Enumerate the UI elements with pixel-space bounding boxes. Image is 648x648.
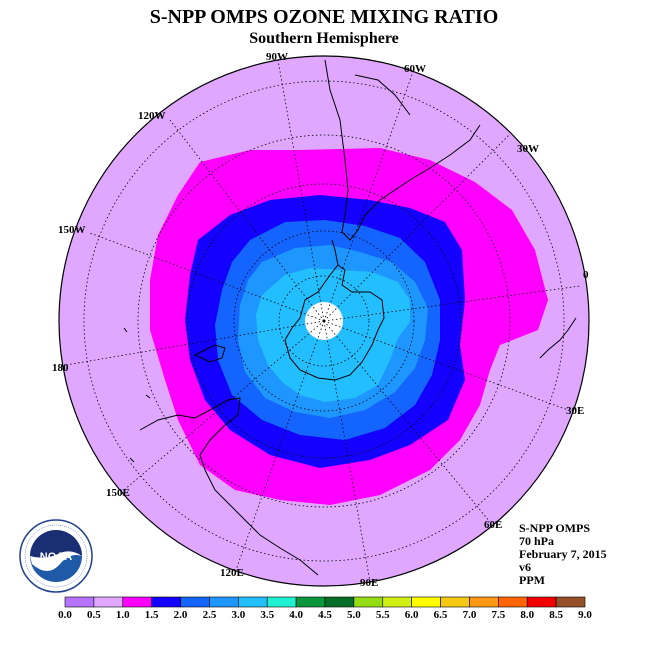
lon-label-90e: 90E — [360, 577, 378, 589]
lon-label-120w: 120W — [138, 110, 166, 122]
lon-label-150e: 150E — [106, 487, 130, 499]
africa-coast — [539, 317, 577, 359]
colorbar-tick-label: 5.5 — [375, 609, 390, 621]
colorbar-swatch — [555, 596, 586, 608]
colorbar-tick-label: 8.0 — [520, 609, 535, 621]
lon-label-180: 180 — [52, 362, 69, 374]
noaa-logo: NOAA — [19, 519, 93, 593]
antarctic-peninsula — [331, 239, 339, 266]
colorbar-swatch — [469, 596, 499, 608]
south-america-coast — [324, 59, 481, 241]
new-zealand-coast — [193, 344, 226, 363]
colorbar-swatch — [151, 596, 181, 608]
colorbar-tick-label: 7.5 — [491, 609, 506, 621]
colorbar-swatch — [122, 596, 152, 608]
colorbar-swatch — [382, 596, 412, 608]
colorbar-swatch — [209, 596, 239, 608]
antarctica-coast — [284, 264, 385, 381]
colorbar-tick-label: 8.5 — [549, 609, 563, 621]
south-america-coast-2 — [354, 74, 411, 116]
colorbar-swatch — [324, 596, 355, 608]
colorbar-tick-label: 6.0 — [404, 609, 419, 621]
colorbar-swatch — [295, 596, 326, 608]
map-title: S-NPP OMPS OZONE MIXING RATIO — [149, 6, 499, 28]
map-border — [58, 55, 590, 587]
colorbar-tick-label: 3.0 — [231, 609, 246, 621]
colorbar-ticks: 0.0 0.5 1.0 1.5 2.0 2.5 3.0 3.5 4.0 4.5 5.0 5.5 6.0 6… — [0, 609, 648, 625]
lon-label-90w: 90W — [266, 51, 288, 63]
colorbar-tick-label: 2.5 — [202, 609, 217, 621]
colorbar-tick-label: 4.0 — [289, 609, 303, 621]
colorbar-tick-label: 9.0 — [578, 609, 592, 621]
colorbar-swatch — [353, 596, 384, 608]
lon-label-60w: 60W — [404, 63, 426, 75]
colorbar-swatch — [498, 596, 528, 608]
colorbar-swatch — [266, 596, 297, 608]
colorbar-tick-label: 6.5 — [433, 609, 448, 621]
longitude-labels: 90W 60W 30W 0 30E 60E 90E 120E 150E 180 … — [52, 51, 589, 589]
info-units: PPM — [519, 573, 545, 587]
colorbar-swatch — [180, 596, 210, 608]
colorbar-tick-label: 0.5 — [87, 609, 101, 621]
colorbar-tick-label: 5.0 — [347, 609, 361, 621]
colorbar-swatch — [93, 596, 124, 608]
info-instrument: S-NPP OMPS — [519, 521, 590, 535]
info-level: 70 hPa — [519, 534, 555, 548]
noaa-logo-text: NOAA — [40, 551, 72, 563]
australia-coast — [139, 397, 319, 576]
map-subtitle: Southern Hemisphere — [249, 30, 399, 47]
info-block: S-NPP OMPS 70 hPa February 7, 2015 v6 PP… — [519, 522, 607, 587]
lon-label-30w: 30W — [517, 143, 539, 155]
colorbar-swatch — [411, 596, 441, 608]
colorbar-tick-label: 1.0 — [115, 609, 130, 621]
colorbar-swatch — [64, 596, 95, 608]
lon-label-150w: 150W — [58, 224, 86, 236]
colorbar-swatch — [526, 596, 557, 608]
island-2 — [145, 394, 151, 399]
lon-label-60e: 60E — [484, 519, 502, 531]
island-1 — [123, 327, 128, 333]
colorbar-tick-label: 7.0 — [462, 609, 477, 621]
island-3 — [129, 457, 135, 463]
lon-label-30e: 30E — [566, 405, 584, 417]
info-date: February 7, 2015 — [519, 547, 607, 561]
colorbar-swatch — [238, 596, 268, 608]
lon-label-120e: 120E — [220, 567, 244, 579]
colorbar — [64, 596, 586, 608]
info-version: v6 — [519, 560, 531, 574]
graticule — [65, 59, 581, 583]
colorbar-tick-label: 1.5 — [144, 609, 159, 621]
colorbar-swatch — [440, 596, 470, 608]
colorbar-tick-label: 3.5 — [260, 609, 275, 621]
colorbar-tick-label: 2.0 — [173, 609, 188, 621]
colorbar-tick-label: 0.0 — [58, 609, 72, 621]
colorbar-tick-label: 4.5 — [318, 609, 332, 621]
coastlines — [123, 59, 577, 576]
lon-label-0: 0 — [583, 269, 589, 281]
